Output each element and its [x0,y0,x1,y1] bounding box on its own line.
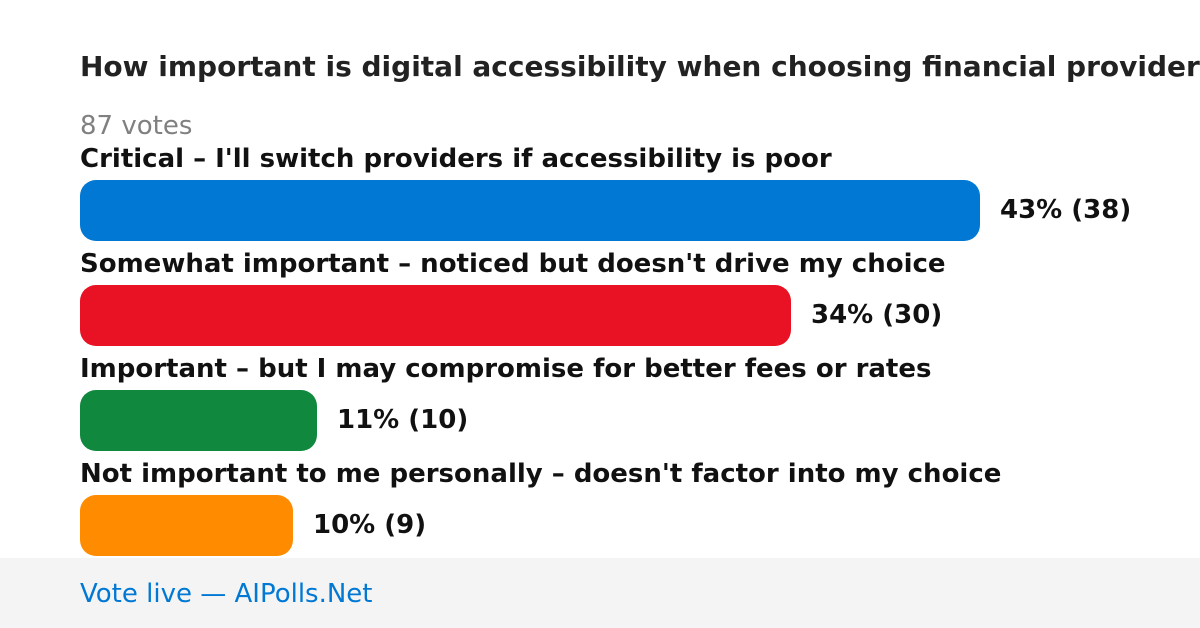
option-label: Critical – I'll switch providers if acce… [80,144,832,174]
option-value-label: 11% (10) [337,405,469,435]
vote-count: 87 votes [80,111,193,141]
option-bar [80,285,791,346]
option-value-label: 34% (30) [811,300,943,330]
option-value-label: 43% (38) [1000,195,1132,225]
option-value-label: 10% (9) [313,510,427,540]
option-label: Not important to me personally – doesn't… [80,459,1002,489]
option-label: Important – but I may compromise for bet… [80,354,932,384]
vote-live-link[interactable]: Vote live — AIPolls.Net [80,579,373,609]
option-bar [80,180,980,241]
option-label: Somewhat important – noticed but doesn't… [80,249,946,279]
option-bar [80,390,317,451]
poll-question: How important is digital accessibility w… [80,50,1200,83]
option-bar [80,495,293,556]
footer: Vote live — AIPolls.Net [0,558,1200,628]
